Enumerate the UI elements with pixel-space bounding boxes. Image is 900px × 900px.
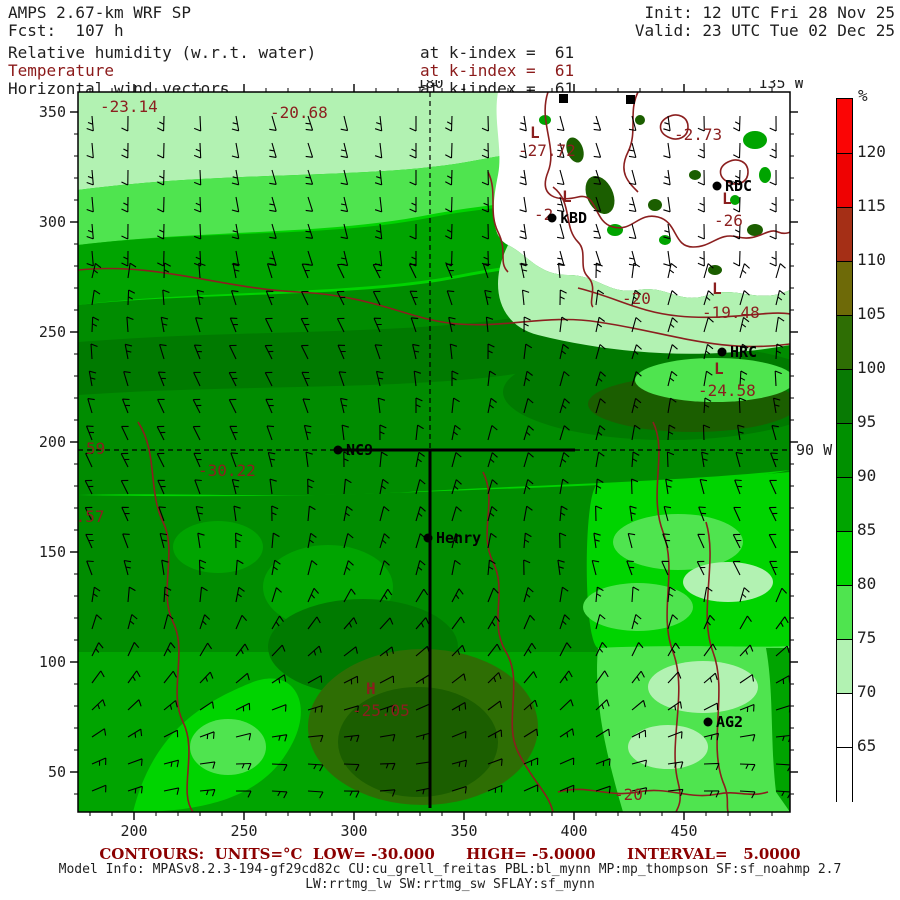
- y-axis-tick-label: 200: [39, 433, 66, 451]
- colorbar-tick-label: 110: [857, 250, 886, 269]
- contour-label: 0.57: [66, 507, 105, 526]
- colorbar-segment: [837, 423, 852, 478]
- station-dot: [333, 445, 343, 455]
- extremum-marker: L: [714, 359, 724, 378]
- colorbar-tick-label: 105: [857, 304, 886, 323]
- map-frame: [77, 91, 791, 813]
- colorbar-segment: [837, 99, 852, 153]
- colorbar-segment: [837, 639, 852, 694]
- contour-label: -19.48: [702, 303, 760, 322]
- station-label: AG2: [716, 713, 743, 731]
- field-label-temperature: Temperature: [8, 61, 114, 80]
- station-label: HRC: [730, 343, 757, 361]
- y-axis-tick-label: 300: [39, 213, 66, 231]
- contour-label: -30.22: [198, 461, 256, 480]
- colorbar-segment: [837, 207, 852, 262]
- square-marker: [559, 94, 568, 103]
- contour-label: -23.14: [100, 97, 158, 116]
- field-label-rh: Relative humidity (w.r.t. water): [8, 43, 317, 62]
- x-axis-tick-label: 250: [230, 822, 257, 840]
- contour-label: -27.72: [518, 141, 576, 160]
- model-title: AMPS 2.67-km WRF SP: [8, 3, 192, 22]
- square-marker: [626, 95, 635, 104]
- colorbar-units-label: %: [858, 86, 868, 105]
- station-dot: [712, 181, 722, 191]
- station-dot: [547, 213, 557, 223]
- relative-humidity-field: [78, 92, 790, 812]
- physics-info-line: LW:rrtmg_lw SW:rrtmg_sw SFLAY:sf_mynn: [305, 877, 595, 892]
- x-axis-tick-label: 300: [340, 822, 367, 840]
- contour-label: -24.58: [698, 381, 756, 400]
- extremum-marker: L: [712, 279, 722, 298]
- colorbar-tick-label: 115: [857, 196, 886, 215]
- meridian-label: 180: [416, 80, 443, 92]
- colorbar-segment: [837, 153, 852, 208]
- colorbar-segment: [837, 693, 852, 748]
- y-axis-tick-label: 250: [39, 323, 66, 341]
- contour-label: -20: [614, 785, 643, 804]
- contour-label: -20: [622, 289, 651, 308]
- contour-label: -26: [714, 211, 743, 230]
- map-plot: -23.14 -20.68L-27.72-2.73L-2L-26-20L-19.4…: [39, 80, 833, 840]
- colorbar-segment: [837, 477, 852, 532]
- field-level-rh: at k-index = 61: [420, 43, 575, 62]
- forecast-hour: Fcst: 107 h: [8, 21, 124, 40]
- colorbar-segment: [837, 531, 852, 586]
- colorbar-tick-label: 95: [857, 412, 877, 431]
- contour-label: 59: [86, 439, 105, 458]
- x-axis-tick-label: 200: [120, 822, 147, 840]
- y-axis-tick-label: 50: [48, 763, 66, 781]
- init-time: Init: 12 UTC Fri 28 Nov 25: [644, 3, 895, 22]
- contour-label: -2.73: [674, 125, 722, 144]
- y-axis-tick-label: 150: [39, 543, 66, 561]
- extremum-marker: L: [722, 189, 732, 208]
- valid-time: Valid: 23 UTC Tue 02 Dec 25: [634, 21, 895, 40]
- station-dot: [717, 347, 727, 357]
- wind-barbs-layer: [84, 115, 790, 799]
- field-level-temperature: at k-index = 61: [420, 61, 575, 80]
- colorbar-tick-label: 75: [857, 628, 877, 647]
- contour-info-line: CONTOURS: UNITS=°C LOW= -30.000 HIGH= -5…: [99, 845, 801, 863]
- extremum-marker: L: [530, 123, 540, 142]
- colorbar: [836, 98, 853, 802]
- geo-labels: 180 135 W 90 W: [416, 80, 833, 459]
- station-markers: RDC kBD HRC NC9 Henry AG2: [333, 94, 757, 731]
- colorbar-segment: [837, 585, 852, 640]
- colorbar-tick-label: 90: [857, 466, 877, 485]
- station-dot: [703, 717, 713, 727]
- station-label: kBD: [560, 209, 587, 227]
- colorbar-tick-label: 65: [857, 736, 877, 755]
- extremum-marker: H: [366, 679, 376, 698]
- meridian-label: 90 W: [796, 441, 833, 459]
- contour-labels: -23.14 -20.68L-27.72-2.73L-2L-26-20L-19.4…: [66, 97, 760, 804]
- colorbar-tick-label: 100: [857, 358, 886, 377]
- meridian-label: 135 W: [758, 80, 804, 92]
- station-label: RDC: [725, 177, 752, 195]
- colorbar-segment: [837, 261, 852, 316]
- y-axis-tick-label: 100: [39, 653, 66, 671]
- colorbar-tick-label: 80: [857, 574, 877, 593]
- x-axis-tick-label: 450: [670, 822, 697, 840]
- x-axis-tick-label: 350: [450, 822, 477, 840]
- y-axis-tick-label: 350: [39, 103, 66, 121]
- cross-section-lines: [340, 448, 575, 808]
- contour-label: -25.05: [352, 701, 410, 720]
- colorbar-tick-label: 70: [857, 682, 877, 701]
- colorbar-tick-label: 120: [857, 142, 886, 161]
- station-label: NC9: [346, 441, 373, 459]
- station-dot: [423, 533, 433, 543]
- axis-ticks: 200 250 300 350 400 450 350 300 250 200 150 100 50: [39, 84, 798, 840]
- extremum-marker: L: [562, 187, 572, 206]
- x-axis-tick-label: 400: [560, 822, 587, 840]
- colorbar-segment: [837, 747, 852, 802]
- temperature-contours: [78, 92, 790, 812]
- colorbar-segment: [837, 315, 852, 370]
- colorbar-tick-label: 85: [857, 520, 877, 539]
- colorbar-segment: [837, 369, 852, 424]
- contour-label: -20.68: [270, 103, 328, 122]
- model-info-line: Model Info: MPASv8.2.3-194-gf29cd82c CU:…: [58, 862, 842, 877]
- graticule-lines: [78, 92, 790, 451]
- station-label: Henry: [436, 529, 481, 547]
